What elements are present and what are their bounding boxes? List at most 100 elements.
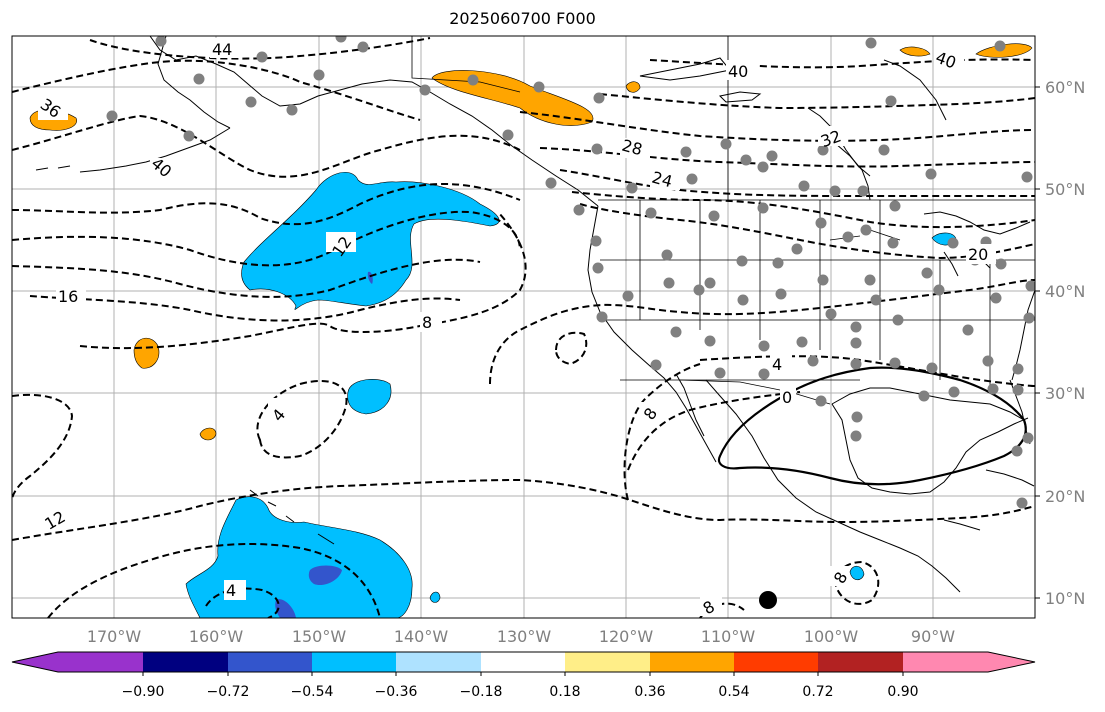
- colorbar-tick: 0.72: [802, 684, 833, 700]
- station-dot: [680, 146, 692, 158]
- colorbar-tick: 0.90: [887, 684, 918, 700]
- contour-label: 20: [968, 245, 988, 264]
- station-dot: [693, 284, 705, 296]
- station-dot: [857, 185, 869, 197]
- colorbar-tick: −0.72: [207, 684, 250, 700]
- station-dot: [720, 138, 732, 150]
- map-title: 2025060700 F000: [449, 9, 596, 28]
- contour-label: 0: [782, 388, 792, 407]
- station-dot: [796, 336, 808, 348]
- station-dot: [791, 243, 803, 255]
- colorbar-tick: −0.54: [291, 684, 334, 700]
- station-markers: [106, 36, 1035, 509]
- station-dot: [467, 74, 479, 86]
- station-dot: [740, 154, 752, 166]
- station-dot: [807, 355, 819, 367]
- station-dot: [419, 84, 431, 96]
- station-dot: [357, 41, 369, 53]
- colorbar-segment: [734, 652, 818, 672]
- station-dot: [626, 182, 638, 194]
- station-dot: [865, 37, 877, 49]
- station-dot: [193, 73, 205, 85]
- station-dot: [661, 249, 673, 261]
- station-dot: [670, 326, 682, 338]
- station-dot: [870, 294, 882, 306]
- lon-label: 90°W: [911, 627, 955, 646]
- station-dot: [737, 294, 749, 306]
- station-dot: [878, 144, 890, 156]
- station-dot: [714, 367, 726, 379]
- station-dot: [925, 168, 937, 180]
- lat-label: 20°N: [1045, 487, 1085, 506]
- colorbar-segment: [818, 652, 903, 672]
- station-dot: [995, 258, 1007, 270]
- station-dot: [829, 185, 841, 197]
- station-dot: [1025, 280, 1035, 292]
- colorbar-segment: [143, 652, 228, 672]
- station-dot: [573, 204, 585, 216]
- station-dot: [933, 284, 945, 296]
- station-dot: [815, 217, 827, 229]
- station-dot: [502, 129, 514, 141]
- latitude-labels: 60°N 50°N 40°N 30°N 20°N 10°N: [1035, 78, 1085, 608]
- contour-label: 4: [226, 581, 236, 600]
- colorbar-outline: [11, 651, 1036, 673]
- station-dot: [155, 36, 167, 47]
- lon-label: 140°W: [394, 627, 449, 646]
- station-dot: [921, 267, 933, 279]
- colorbar: [11, 651, 1036, 676]
- station-dot: [596, 311, 608, 323]
- station-dot: [987, 383, 999, 395]
- station-dot: [758, 340, 770, 352]
- station-dot: [850, 321, 862, 333]
- map-frame: [11, 35, 1036, 619]
- station-dot: [663, 277, 675, 289]
- station-dot: [1016, 497, 1028, 509]
- station-dot: [990, 292, 1002, 304]
- station-dot: [887, 237, 899, 249]
- station-dot: [850, 337, 862, 349]
- colorbar-segment: [988, 652, 1035, 672]
- station-dot: [622, 290, 634, 302]
- station-dot: [864, 274, 876, 286]
- contour-label: 28: [620, 136, 645, 160]
- colorbar-tick: 0.54: [718, 684, 749, 700]
- station-dot: [1012, 363, 1024, 375]
- station-dot: [335, 36, 347, 43]
- lat-label: 30°N: [1045, 384, 1085, 403]
- station-dot: [1012, 384, 1024, 396]
- station-dot: [772, 257, 784, 269]
- lat-label: 60°N: [1045, 78, 1085, 97]
- station-dot: [286, 104, 298, 116]
- colorbar-tick: 0.36: [634, 684, 665, 700]
- station-dot: [825, 308, 837, 320]
- storm-marker: [759, 591, 777, 609]
- contour-label: 40: [728, 62, 748, 81]
- station-dot: [645, 207, 657, 219]
- station-dot: [860, 224, 872, 236]
- station-dot: [798, 180, 810, 192]
- station-dot: [982, 355, 994, 367]
- station-dot: [1011, 445, 1023, 457]
- station-dot: [686, 173, 698, 185]
- colorbar-segment: [312, 652, 396, 672]
- colorbar-segment: [565, 652, 650, 672]
- lon-label: 130°W: [497, 627, 552, 646]
- station-dot: [775, 288, 787, 300]
- station-dot: [1022, 432, 1034, 444]
- lon-label: 110°W: [701, 627, 756, 646]
- station-dot: [650, 359, 662, 371]
- colorbar-segment: [228, 652, 312, 672]
- contour-label: 44: [212, 40, 232, 59]
- station-dot: [736, 255, 748, 267]
- colorbar-ticks: −0.90 −0.72 −0.54 −0.36 −0.18 0.18 0.36 …: [122, 684, 919, 700]
- station-dot: [592, 262, 604, 274]
- lat-label: 10°N: [1045, 589, 1085, 608]
- station-dot: [245, 96, 257, 108]
- station-dot: [892, 314, 904, 326]
- longitude-labels: 170°W 160°W 150°W 140°W 130°W 120°W 110°…: [87, 627, 955, 646]
- station-dot: [842, 231, 854, 243]
- station-dot: [994, 40, 1006, 52]
- station-dot: [1023, 312, 1035, 324]
- contour-label: 4: [772, 355, 782, 374]
